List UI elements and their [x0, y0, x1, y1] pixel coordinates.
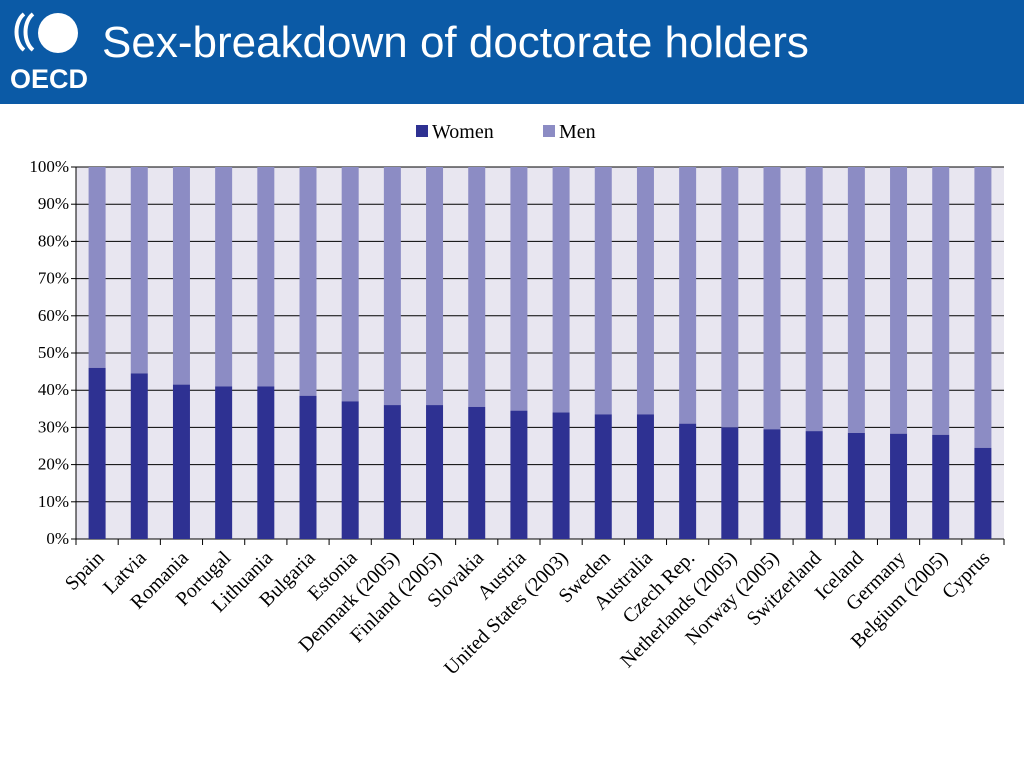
- bar-women: [763, 429, 781, 539]
- legend-swatch: [543, 125, 555, 137]
- bar-women: [721, 427, 739, 539]
- legend-label: Men: [559, 121, 596, 143]
- bar-women: [468, 406, 486, 539]
- y-tick-label: 10%: [38, 492, 69, 511]
- bar-men: [763, 167, 781, 430]
- legend-swatch: [416, 125, 428, 137]
- bar-women: [636, 414, 654, 539]
- bar-men: [426, 167, 444, 406]
- bar-men: [932, 167, 950, 435]
- bar-men: [805, 167, 823, 432]
- y-tick-label: 90%: [38, 194, 69, 213]
- y-tick-label: 70%: [38, 269, 69, 288]
- bar-women: [215, 386, 233, 539]
- y-tick-label: 50%: [38, 343, 69, 362]
- bar-women: [299, 395, 317, 539]
- page-title: Sex-breakdown of doctorate holders: [102, 18, 809, 67]
- bar-men: [383, 167, 401, 406]
- y-tick-label: 30%: [38, 417, 69, 436]
- bar-women: [426, 405, 444, 539]
- bar-men: [594, 167, 612, 415]
- bar-men: [636, 167, 654, 415]
- bar-men: [299, 167, 317, 396]
- bar-men: [721, 167, 739, 428]
- bar-men: [552, 167, 570, 413]
- bar-women: [383, 405, 401, 539]
- bar-men: [341, 167, 359, 402]
- header-bar: OECD Sex-breakdown of doctorate holders: [0, 0, 1024, 104]
- logo-text: OECD: [10, 64, 88, 94]
- x-tick-label: Cyprus: [938, 547, 995, 604]
- y-tick-label: 60%: [38, 306, 69, 325]
- bar-men: [890, 167, 908, 434]
- y-tick-label: 40%: [38, 380, 69, 399]
- y-tick-label: 20%: [38, 455, 69, 474]
- bar-men: [679, 167, 697, 424]
- bar-men: [88, 167, 106, 368]
- bar-women: [341, 401, 359, 539]
- bar-women: [552, 412, 570, 539]
- y-tick-label: 100%: [29, 157, 69, 176]
- bar-women: [510, 410, 528, 539]
- bar-men: [172, 167, 190, 385]
- chart-area: 0% 10% 20% 30% 40% 50% 60% 70% 80% 90% 100% Spain La…: [0, 104, 1024, 768]
- stacked-bar-chart: 0%10%20%30%40%50%60%70%80%90%100%SpainLa…: [29, 121, 1005, 680]
- bar-men: [510, 167, 528, 411]
- legend-label: Women: [432, 121, 494, 143]
- bar-women: [88, 367, 106, 539]
- bar-women: [890, 433, 908, 539]
- bar-men: [974, 167, 992, 448]
- bar-women: [847, 432, 865, 539]
- bar-men: [468, 167, 486, 407]
- bar-women: [932, 434, 950, 539]
- bar-women: [594, 414, 612, 539]
- bar-women: [130, 373, 148, 539]
- bar-men: [215, 167, 233, 387]
- bar-women: [257, 386, 275, 539]
- y-tick-label: 0%: [46, 529, 69, 548]
- bar-women: [679, 423, 697, 539]
- y-tick-label: 80%: [38, 231, 69, 250]
- bar-women: [974, 447, 992, 539]
- bar-men: [847, 167, 865, 433]
- bar-women: [805, 431, 823, 539]
- bar-women: [172, 384, 190, 539]
- bar-men: [130, 167, 148, 374]
- bar-men: [257, 167, 275, 387]
- oecd-logo: OECD: [10, 12, 88, 94]
- legend: Women Men: [416, 121, 596, 143]
- x-tick-label: Spain: [61, 547, 109, 595]
